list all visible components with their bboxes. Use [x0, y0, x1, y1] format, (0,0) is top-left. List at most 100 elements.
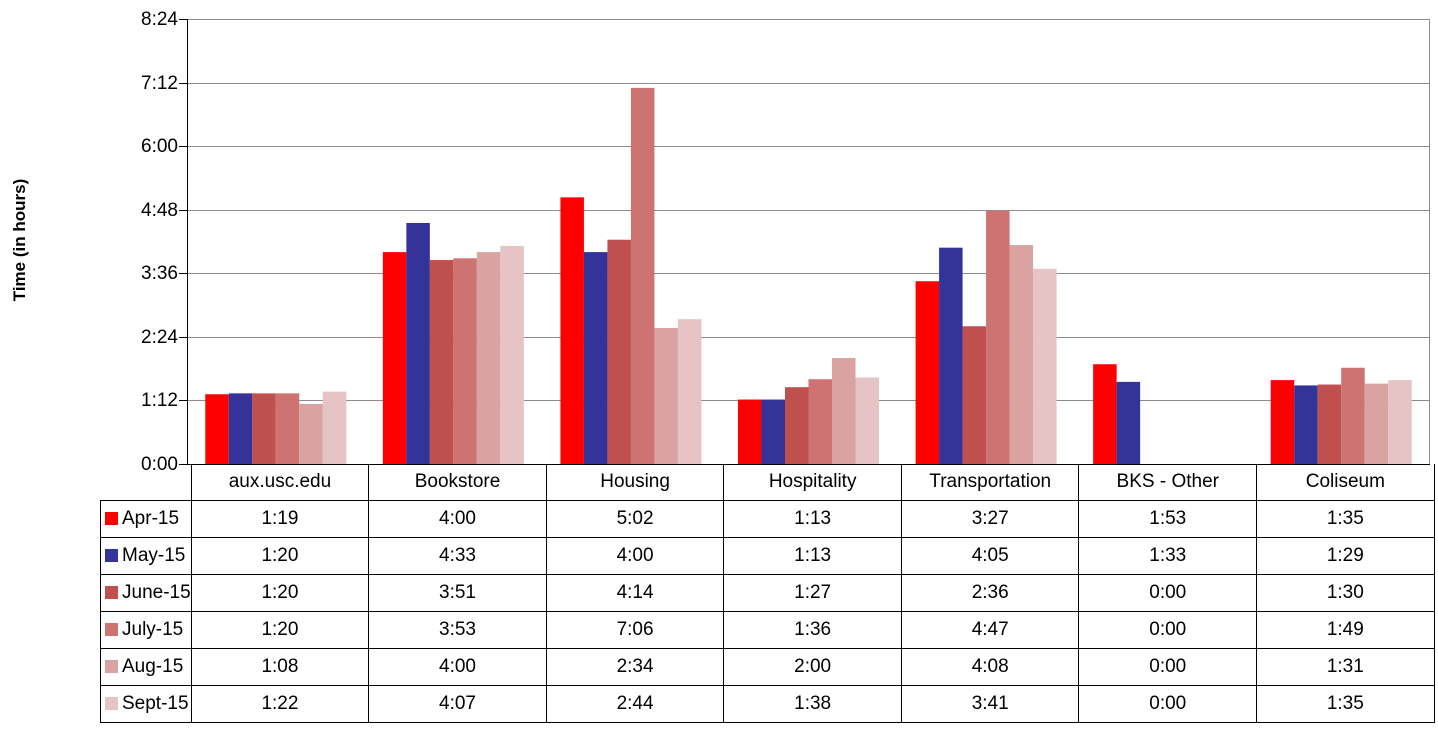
table-cell: 1:20 — [190, 574, 370, 612]
table-cell: 1:35 — [1256, 685, 1435, 723]
category-label: Coliseum — [1256, 464, 1435, 501]
bar-aug-15 — [1364, 383, 1389, 464]
bar-sept-15 — [500, 245, 524, 464]
bar-aug-15 — [654, 328, 678, 464]
table-cell: 4:05 — [900, 537, 1080, 575]
table-cell: 0:00 — [1078, 611, 1258, 649]
bar-may-15 — [228, 393, 253, 464]
bar-july-15 — [1341, 367, 1365, 464]
legend-swatch — [105, 586, 118, 599]
bar-apr-15 — [1093, 364, 1117, 464]
table-cell: 4:07 — [368, 685, 547, 723]
legend-swatch — [105, 549, 118, 562]
table-cell: 1:13 — [723, 537, 902, 575]
bar-june-15 — [607, 239, 631, 464]
bar-sept-15 — [1033, 268, 1057, 464]
bar-apr-15 — [205, 394, 229, 464]
bar-may-15 — [939, 247, 963, 464]
table-cell: 1:22 — [190, 685, 370, 723]
y-tick-label: 0:00 — [141, 453, 178, 475]
legend-entry: May-15 — [100, 537, 192, 575]
bar-june-15 — [252, 393, 276, 464]
bar-apr-15 — [1270, 380, 1295, 464]
legend-entry: June-15 — [100, 574, 192, 612]
table-cell: 1:53 — [1078, 500, 1258, 538]
bar-july-15 — [986, 210, 1010, 464]
table-cell: 1:38 — [723, 685, 902, 723]
bar-sept-15 — [1388, 380, 1412, 464]
bar-aug-15 — [832, 358, 856, 464]
bar-july-15 — [808, 379, 832, 464]
table-cell: 1:08 — [190, 648, 370, 686]
y-tick-label: 2:24 — [141, 326, 178, 348]
table-cell: 0:00 — [1078, 648, 1258, 686]
table-cell: 1:20 — [190, 611, 370, 649]
table-cell: 1:13 — [723, 500, 902, 538]
legend-swatch — [105, 623, 118, 636]
table-cell: 0:00 — [1078, 685, 1258, 723]
table-cell: 1:20 — [190, 537, 370, 575]
category-label: Bookstore — [368, 464, 547, 501]
y-tick-label: 6:00 — [141, 135, 178, 157]
table-cell: 4:14 — [545, 574, 725, 612]
table-cell: 2:00 — [723, 648, 902, 686]
table-row: May-15 1:20 4:33 4:00 1:13 4:05 1:33 1:29 — [100, 537, 1435, 575]
table-cell: 1:35 — [1256, 500, 1435, 538]
bar-may-15 — [1116, 381, 1141, 464]
table-cell: 2:36 — [900, 574, 1080, 612]
bar-aug-15 — [1009, 245, 1034, 464]
table-corner — [101, 464, 192, 501]
legend-entry: July-15 — [100, 611, 192, 649]
table-cell: 0:00 — [1078, 574, 1258, 612]
table-cell: 1:33 — [1078, 537, 1258, 575]
y-tick-label: 8:24 — [141, 8, 178, 30]
category-label: Transportation — [900, 464, 1080, 501]
legend-entry: Apr-15 — [100, 500, 192, 538]
table-cell: 2:34 — [545, 648, 725, 686]
series-name: June-15 — [122, 582, 191, 603]
table-cell: 4:47 — [900, 611, 1080, 649]
bar-may-15 — [406, 222, 430, 464]
table-cell: 4:00 — [545, 537, 725, 575]
table-row: July-15 1:20 3:53 7:06 1:36 4:47 0:00 1:49 — [100, 611, 1435, 649]
table-cell: 3:27 — [900, 500, 1080, 538]
table-cell: 2:44 — [545, 685, 725, 723]
table-row: Apr-15 1:19 4:00 5:02 1:13 3:27 1:53 1:35 — [100, 500, 1435, 538]
table-cell: 1:19 — [190, 500, 370, 538]
bar-june-15 — [962, 326, 987, 464]
legend-swatch — [105, 660, 118, 673]
category-label: aux.usc.edu — [190, 464, 370, 501]
bar-july-15 — [630, 87, 655, 464]
bar-sept-15 — [322, 391, 347, 464]
bar-sept-15 — [855, 377, 879, 464]
category-label: Hospitality — [723, 464, 902, 501]
table-cell: 3:41 — [900, 685, 1080, 723]
table-row: June-15 1:20 3:51 4:14 1:27 2:36 0:00 1:30 — [100, 574, 1435, 612]
bar-aug-15 — [299, 403, 323, 464]
table-cell: 1:30 — [1256, 574, 1435, 612]
bar-may-15 — [583, 252, 608, 464]
table-cell: 4:08 — [900, 648, 1080, 686]
bar-apr-15 — [560, 197, 584, 464]
series-name: July-15 — [122, 619, 184, 640]
table-row: Sept-15 1:22 4:07 2:44 1:38 3:41 0:00 1:35 — [100, 685, 1435, 723]
legend-swatch — [105, 697, 118, 710]
bar-june-15 — [429, 260, 454, 464]
table-cell: 5:02 — [545, 500, 725, 538]
table-cell: 3:51 — [368, 574, 547, 612]
table-cell: 1:31 — [1256, 648, 1435, 686]
bar-july-15 — [275, 393, 300, 464]
data-table: aux.usc.edu Bookstore Housing Hospitality Tr… — [100, 464, 1435, 723]
bar-apr-15 — [915, 281, 940, 464]
table-cell: 4:00 — [368, 500, 547, 538]
legend-swatch — [105, 512, 118, 525]
y-tick-label: 3:36 — [141, 262, 178, 284]
table-cell: 1:49 — [1256, 611, 1435, 649]
bar-aug-15 — [476, 252, 501, 464]
series-name: Aug-15 — [122, 656, 184, 677]
series-name: Sept-15 — [122, 693, 189, 714]
legend-entry: Aug-15 — [100, 648, 192, 686]
bar-may-15 — [761, 399, 785, 464]
bar-may-15 — [1294, 385, 1318, 464]
y-tick-label: 1:12 — [141, 389, 178, 411]
